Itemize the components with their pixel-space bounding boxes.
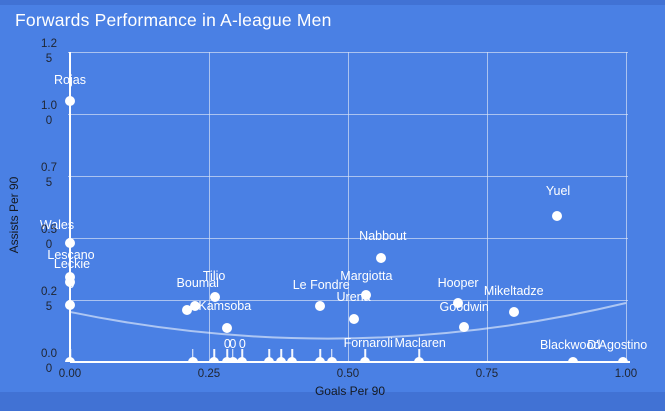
- point-label: Fornaroli: [343, 335, 393, 350]
- point-label: Mikeltadze: [483, 284, 544, 299]
- leader-stem: [192, 348, 194, 358]
- leader-stem: [291, 348, 294, 358]
- leader-stem: [280, 348, 283, 358]
- point-label: 0: [238, 336, 246, 351]
- data-point-yuel[interactable]: [552, 210, 563, 221]
- data-point[interactable]: [264, 356, 275, 362]
- y-axis-line: [69, 52, 71, 362]
- leader-stem: [226, 348, 229, 358]
- data-point-urena[interactable]: [348, 314, 359, 325]
- data-point[interactable]: [315, 356, 326, 362]
- data-point-tilio[interactable]: [210, 292, 221, 303]
- data-point-hooper[interactable]: [453, 298, 464, 309]
- y-tick-label: 0.0 0: [41, 347, 57, 375]
- data-point[interactable]: [190, 300, 201, 311]
- trend-line: [69, 302, 627, 340]
- data-point-margiotta[interactable]: [361, 289, 372, 300]
- y-tick-label: 0.7 5: [41, 162, 57, 189]
- point-label: 0: [229, 336, 237, 351]
- point-label: Maclaren: [394, 335, 446, 350]
- data-point-kamsoba[interactable]: [221, 322, 232, 333]
- point-label: Kamsoba: [198, 298, 252, 313]
- data-point[interactable]: [326, 356, 337, 362]
- data-point[interactable]: [276, 356, 287, 362]
- gridline-vertical: [209, 52, 210, 362]
- data-point[interactable]: [287, 356, 298, 362]
- leader-stem: [418, 348, 420, 358]
- point-label: Yuel: [545, 183, 571, 198]
- data-point-mikeltadze[interactable]: [508, 307, 519, 318]
- x-axis-line: [70, 360, 630, 363]
- leader-stem: [241, 348, 244, 358]
- point-label: Boumal: [176, 275, 219, 290]
- leader-stem: [268, 348, 270, 358]
- point-label: Urena: [336, 290, 371, 305]
- leader-stem: [213, 348, 215, 358]
- bottom-edge-strip: [0, 392, 665, 411]
- point-label: Le Fondre: [292, 277, 350, 292]
- point-label: Goodwin: [439, 300, 489, 315]
- point-label: 0: [67, 276, 75, 291]
- x-tick-label: 0.75: [475, 368, 499, 380]
- y-axis-title: Assists Per 90: [7, 176, 21, 254]
- y-tick-label: 1.0 0: [41, 100, 57, 128]
- data-point-goodwin[interactable]: [459, 322, 470, 333]
- chart-title: Forwards Performance in A-league Men: [15, 10, 332, 30]
- data-point-fornaroli[interactable]: [360, 356, 371, 362]
- gridline-vertical: [348, 52, 349, 362]
- leader-stem: [232, 348, 234, 358]
- data-point-0[interactable]: [237, 356, 248, 362]
- x-tick-label: 0.00: [58, 368, 82, 380]
- leader-stem: [319, 348, 321, 358]
- gridline-vertical: [626, 52, 627, 362]
- point-label: Leckie: [53, 256, 91, 271]
- data-point[interactable]: [187, 356, 198, 362]
- point-label: Tilio: [202, 269, 226, 284]
- data-point-d-agostino[interactable]: [618, 356, 629, 362]
- point-label: Lescano: [47, 247, 95, 262]
- data-point-blackwood[interactable]: [568, 356, 579, 362]
- data-point-boumal[interactable]: [181, 304, 192, 315]
- y-tick-label: 0.2 5: [41, 285, 57, 313]
- leader-stem: [364, 348, 366, 358]
- top-edge-strip: [0, 0, 665, 5]
- point-label: Hooper: [437, 276, 479, 291]
- point-label: Margiotta: [340, 268, 393, 283]
- point-label: Nabbout: [359, 229, 407, 244]
- data-point-maclaren[interactable]: [414, 356, 425, 362]
- x-axis-title: Goals Per 90: [314, 384, 386, 398]
- x-tick-label: 1.00: [614, 368, 638, 380]
- data-point-0[interactable]: [222, 356, 233, 362]
- leader-stem: [331, 348, 333, 358]
- gridline-vertical: [487, 52, 488, 362]
- data-point-le-fondre[interactable]: [315, 300, 326, 311]
- y-tick-label: 0.5 0: [41, 223, 57, 251]
- x-tick-label: 0.25: [197, 368, 221, 380]
- point-label: Blackwood: [539, 337, 601, 352]
- plot-area: RojasWalesLescanoLeckie0BoumalTilioKamso…: [39, 52, 648, 362]
- point-label: Wales: [39, 217, 75, 232]
- data-point-nabbout[interactable]: [375, 253, 386, 264]
- point-label: 0: [223, 336, 231, 351]
- data-point-0[interactable]: [227, 356, 238, 362]
- y-tick-label: 1.2 5: [41, 38, 57, 66]
- trend-line-layer: [69, 302, 627, 340]
- point-label: D'Agostino: [587, 337, 648, 352]
- x-tick-label: 0.50: [336, 368, 360, 380]
- data-point[interactable]: [209, 356, 219, 362]
